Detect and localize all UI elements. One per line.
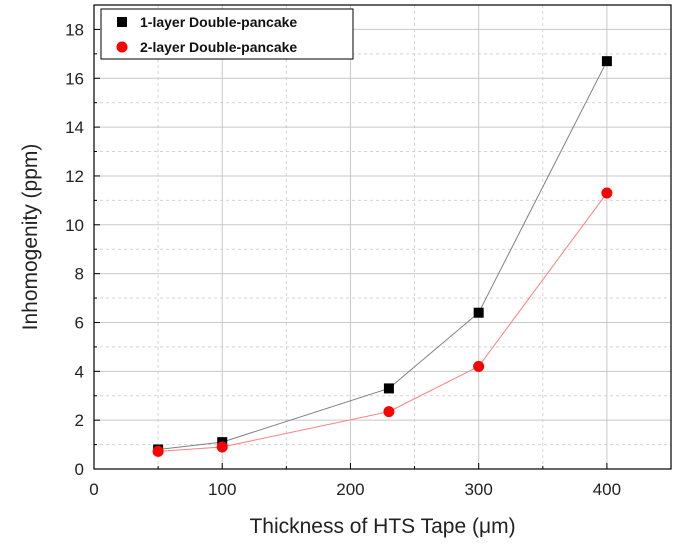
- y-tick-label: 18: [65, 20, 84, 39]
- x-tick-label: 300: [464, 480, 492, 499]
- y-tick-label: 8: [75, 265, 84, 284]
- x-tick-label: 0: [89, 480, 98, 499]
- y-tick-label: 14: [65, 118, 84, 137]
- series-line: [158, 60, 608, 450]
- y-tick-label: 6: [75, 313, 84, 332]
- legend: 1-layer Double-pancake 2-layer Double-pa…: [100, 8, 354, 60]
- y-tick-label: 0: [75, 460, 84, 479]
- grid: [94, 5, 671, 469]
- legend-item-2: 2-layer Double-pancake: [116, 39, 297, 55]
- x-tick-label: 400: [593, 480, 621, 499]
- data-point: [601, 187, 613, 199]
- series-2: [152, 187, 613, 457]
- data-point: [473, 360, 485, 372]
- x-tick-label: 200: [336, 480, 364, 499]
- y-tick-label: 2: [75, 411, 84, 430]
- data-point: [152, 445, 164, 457]
- y-tick-label: 4: [75, 362, 84, 381]
- series-layer: [152, 56, 613, 457]
- legend-marker-square: [117, 17, 127, 27]
- data-point: [383, 383, 394, 394]
- plot-frame: [93, 4, 672, 470]
- legend-label: 1-layer Double-pancake: [140, 14, 297, 30]
- x-axis-label: Thickness of HTS Tape (μm): [249, 515, 515, 538]
- y-tick-label: 12: [65, 167, 84, 186]
- x-tick-label: 100: [208, 480, 236, 499]
- legend-item-1: 1-layer Double-pancake: [117, 14, 297, 30]
- legend-label: 2-layer Double-pancake: [140, 39, 297, 55]
- y-tick-label: 16: [65, 69, 84, 88]
- axes: 0 100 200 300 400 0 2 4 6 8 10 12 14 16 18: [65, 20, 621, 499]
- y-axis-label: Inhomogenity (ppm): [19, 144, 42, 331]
- data-point: [473, 307, 484, 318]
- y-tick-label: 10: [65, 216, 84, 235]
- data-point: [383, 406, 395, 418]
- data-point: [601, 56, 612, 67]
- legend-box: [100, 8, 354, 60]
- data-point: [216, 441, 228, 453]
- legend-marker-circle: [116, 41, 128, 53]
